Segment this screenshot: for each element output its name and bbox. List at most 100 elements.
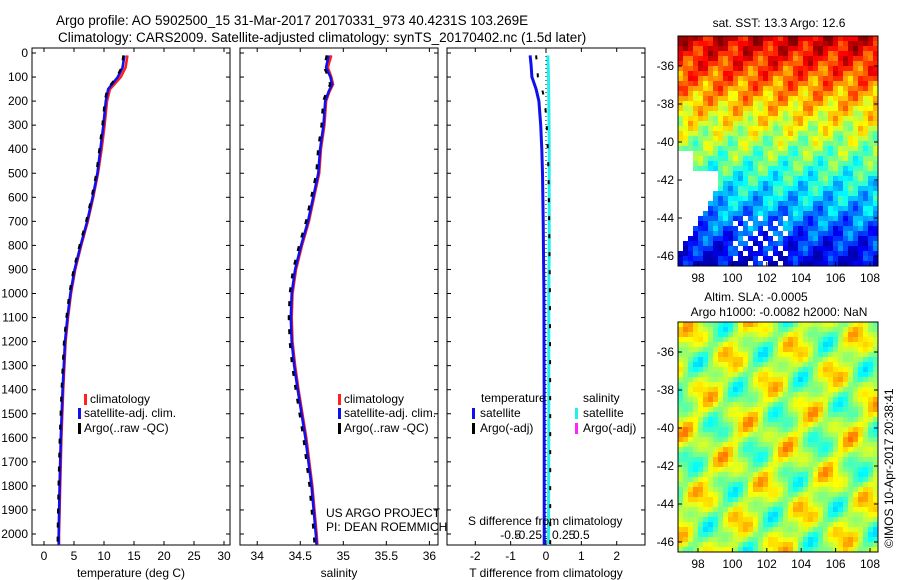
sst-cell bbox=[783, 106, 789, 112]
sla-cell bbox=[683, 352, 689, 358]
sst-cell bbox=[778, 81, 784, 87]
sla-cell bbox=[753, 337, 759, 343]
sla-cell bbox=[818, 487, 824, 493]
sst-cell bbox=[828, 116, 834, 122]
sla-cell bbox=[783, 377, 789, 383]
sst-cell bbox=[718, 161, 724, 167]
sla-cell bbox=[808, 482, 814, 488]
sst-cell bbox=[718, 36, 724, 42]
lon-tick-label: 98 bbox=[691, 557, 705, 571]
sst-cell bbox=[798, 61, 804, 67]
sla-cell bbox=[748, 407, 754, 413]
sla-cell bbox=[723, 547, 729, 553]
sst-cell bbox=[723, 176, 729, 182]
sst-cell bbox=[768, 261, 774, 267]
sla-cell bbox=[813, 332, 819, 338]
sst-cell bbox=[723, 91, 729, 97]
sla-cell bbox=[678, 517, 684, 523]
sla-cell bbox=[798, 507, 804, 513]
sla-cell bbox=[708, 502, 714, 508]
sst-map bbox=[677, 35, 879, 267]
sst-cell bbox=[688, 56, 694, 62]
sst-cell bbox=[833, 236, 839, 242]
sst-cell bbox=[773, 96, 779, 102]
sst-cell bbox=[823, 221, 829, 227]
depth-tick-label: 1700 bbox=[1, 455, 28, 469]
sst-cell bbox=[833, 121, 839, 127]
sla-cell bbox=[813, 477, 819, 483]
sla-cell bbox=[733, 517, 739, 523]
sst-cell bbox=[783, 36, 789, 42]
sst-cell bbox=[688, 146, 694, 152]
sla-cell bbox=[793, 412, 799, 418]
sla-cell bbox=[863, 497, 869, 503]
sst-cell bbox=[763, 61, 769, 67]
sla-cell bbox=[803, 457, 809, 463]
sst-cell bbox=[718, 191, 724, 197]
sla-cell bbox=[743, 532, 749, 538]
sla-cell bbox=[838, 447, 844, 453]
sla-cell bbox=[678, 347, 684, 353]
sla-cell bbox=[833, 507, 839, 513]
sst-cell bbox=[848, 256, 854, 262]
sst-cell bbox=[828, 221, 834, 227]
sla-cell bbox=[738, 352, 744, 358]
sla-cell bbox=[818, 427, 824, 433]
sst-cell bbox=[718, 186, 724, 192]
sst-cell bbox=[813, 176, 819, 182]
sla-cell bbox=[793, 422, 799, 428]
imos-stamp: ©IMOS 10-Apr-2017 20:38:41 bbox=[882, 388, 896, 548]
sla-cell bbox=[763, 427, 769, 433]
sla-cell bbox=[843, 337, 849, 343]
sst-cell bbox=[768, 146, 774, 152]
sla-cell bbox=[858, 387, 864, 393]
sst-cell bbox=[768, 206, 774, 212]
sst-cell bbox=[748, 186, 754, 192]
sla-cell bbox=[713, 502, 719, 508]
sla-cell bbox=[778, 367, 784, 373]
sst-cell bbox=[843, 111, 849, 117]
sla-cell bbox=[833, 452, 839, 458]
sst-cell bbox=[773, 261, 779, 267]
sla-cell bbox=[718, 507, 724, 513]
sla-cell bbox=[863, 537, 869, 543]
depth-tick-label: 1900 bbox=[1, 503, 28, 517]
sst-cell bbox=[733, 161, 739, 167]
sst-cell bbox=[718, 221, 724, 227]
sst-cell bbox=[723, 71, 729, 77]
sla-cell bbox=[718, 487, 724, 493]
sla-cell bbox=[698, 387, 704, 393]
sla-cell bbox=[783, 467, 789, 473]
sla-cell bbox=[678, 507, 684, 513]
sla-cell bbox=[803, 382, 809, 388]
sla-cell bbox=[843, 457, 849, 463]
sla-cell bbox=[708, 347, 714, 353]
sla-cell bbox=[688, 532, 694, 538]
sst-cell bbox=[828, 76, 834, 82]
sla-cell bbox=[783, 462, 789, 468]
sla-cell bbox=[828, 422, 834, 428]
sst-cell bbox=[773, 206, 779, 212]
sst-cell bbox=[848, 111, 854, 117]
sla-cell bbox=[748, 497, 754, 503]
sla-cell bbox=[703, 397, 709, 403]
sla-cell bbox=[858, 342, 864, 348]
sla-cell bbox=[848, 322, 854, 328]
sst-cell bbox=[863, 156, 869, 162]
sst-cell bbox=[873, 151, 879, 157]
sla-cell bbox=[808, 407, 814, 413]
sla-cell bbox=[828, 442, 834, 448]
sst-cell bbox=[703, 226, 709, 232]
sst-cell bbox=[723, 226, 729, 232]
sst-cell bbox=[708, 46, 714, 52]
sst-cell bbox=[753, 201, 759, 207]
sst-cell bbox=[793, 176, 799, 182]
sla-cell bbox=[703, 522, 709, 528]
sst-cell bbox=[683, 221, 689, 227]
sla-cell bbox=[793, 327, 799, 333]
sla-cell bbox=[733, 387, 739, 393]
sst-cell bbox=[798, 51, 804, 57]
sst-cell bbox=[678, 256, 684, 262]
sla-cell bbox=[683, 417, 689, 423]
sla-cell bbox=[713, 382, 719, 388]
